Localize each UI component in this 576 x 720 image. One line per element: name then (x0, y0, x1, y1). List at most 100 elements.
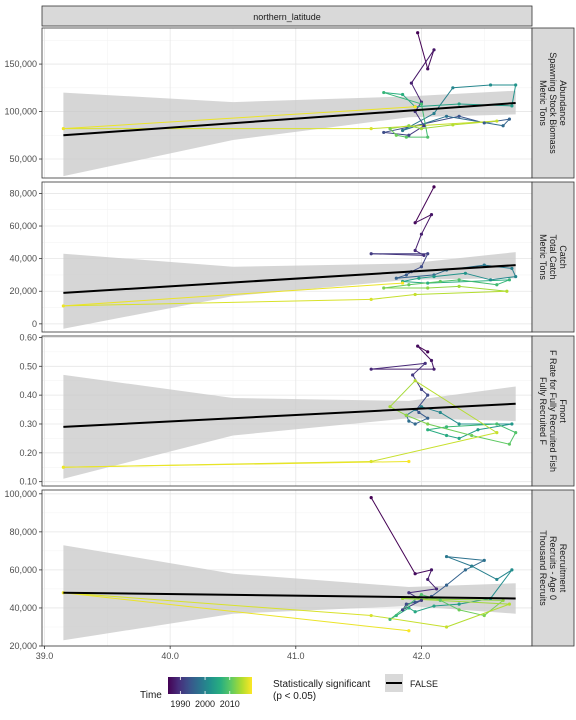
trend-line (63, 264, 516, 294)
series-segment (459, 285, 507, 292)
data-point (404, 273, 408, 277)
x-axis: 39.0 40.0 41.0 42.0 (36, 646, 430, 661)
series-segment (440, 599, 460, 611)
data-point (495, 422, 499, 426)
time-colorbar (168, 677, 252, 694)
series-segment (446, 423, 497, 428)
data-point (514, 83, 518, 87)
data-point (488, 278, 493, 282)
data-point (369, 613, 373, 618)
data-point (463, 568, 468, 572)
data-point (426, 428, 430, 432)
series-segment (63, 298, 372, 307)
data-point (482, 263, 486, 267)
data-point (495, 577, 499, 582)
data-point (426, 350, 430, 354)
series-segment (63, 460, 409, 468)
data-point (413, 221, 417, 225)
series-segment (417, 345, 432, 361)
series-segment (465, 272, 491, 281)
data-point (507, 278, 511, 282)
series-segment (465, 559, 485, 571)
data-point (470, 433, 474, 438)
series-segment (402, 597, 504, 601)
data-point (419, 387, 424, 391)
series-segment (396, 274, 435, 279)
panel-strip (531, 27, 575, 179)
data-point (382, 286, 386, 290)
series-segment (414, 250, 425, 256)
data-point (369, 459, 373, 464)
data-point (488, 83, 493, 87)
data-point (444, 425, 449, 429)
data-point (404, 413, 408, 417)
confidence-ribbon (63, 374, 516, 479)
series-segment (417, 345, 428, 353)
panel-strip (531, 181, 575, 333)
data-point (400, 128, 405, 133)
series-segment (446, 435, 460, 439)
data-point (416, 31, 420, 35)
series-segment (402, 599, 422, 611)
data-point (482, 613, 486, 618)
data-point (419, 127, 424, 131)
y-tick-label: 100,000 (4, 107, 37, 117)
data-point (426, 67, 430, 71)
panel-strip-label: Fully Recruited F (538, 377, 548, 446)
data-point (426, 393, 430, 397)
series-segment (63, 106, 416, 130)
panel-4: 20,000 40,000 60,000 80,000 100,000 Recruitme… (4, 489, 575, 651)
data-point (419, 405, 424, 409)
series-segment (433, 603, 460, 607)
data-point (411, 373, 415, 377)
panel-strip (531, 489, 575, 647)
series-segment (414, 111, 425, 127)
series-segment (396, 134, 407, 138)
series-segment (496, 569, 513, 580)
series-segment (406, 414, 428, 425)
data-point (416, 344, 420, 348)
y-tick-label: 100,000 (4, 489, 37, 499)
data-point (407, 606, 411, 610)
data-point (510, 568, 514, 572)
data-point (419, 232, 424, 236)
data-point (482, 121, 486, 125)
series-segment (459, 597, 491, 605)
series-segment (427, 285, 460, 289)
data-point (432, 367, 436, 371)
data-point (407, 283, 411, 287)
y-tick-label: 20,000 (9, 641, 37, 651)
data-point (407, 133, 411, 137)
series-segment (402, 115, 447, 132)
data-point (426, 577, 430, 582)
sig-legend-title-line1: Statistically significant (273, 679, 370, 690)
x-tick-label: 39.0 (36, 651, 54, 661)
panel-strip-label: Thousand Recruits (538, 530, 548, 606)
data-point (438, 598, 442, 602)
series-segment (427, 579, 437, 590)
data-point (444, 114, 449, 118)
y-tick-label: 0.50 (19, 361, 37, 371)
facet-strip (41, 5, 533, 27)
data-point (419, 265, 424, 269)
colorbar-tick-label: 2000 (195, 699, 215, 709)
series-segment (415, 605, 435, 613)
data-point (422, 253, 426, 257)
series-segment (389, 380, 416, 408)
data-point (457, 422, 461, 426)
data-point (400, 608, 405, 612)
series-segment (446, 556, 472, 567)
series-segment (496, 279, 510, 286)
data-point (457, 102, 461, 106)
data-point (388, 405, 392, 409)
series-segment (446, 603, 510, 628)
series-segment (452, 84, 491, 89)
series-segment (427, 426, 447, 431)
data-point (369, 367, 373, 371)
series-segment (414, 233, 422, 251)
data-point (457, 284, 461, 288)
confidence-ribbon (63, 545, 516, 641)
data-point (426, 416, 430, 420)
data-point (394, 613, 398, 618)
